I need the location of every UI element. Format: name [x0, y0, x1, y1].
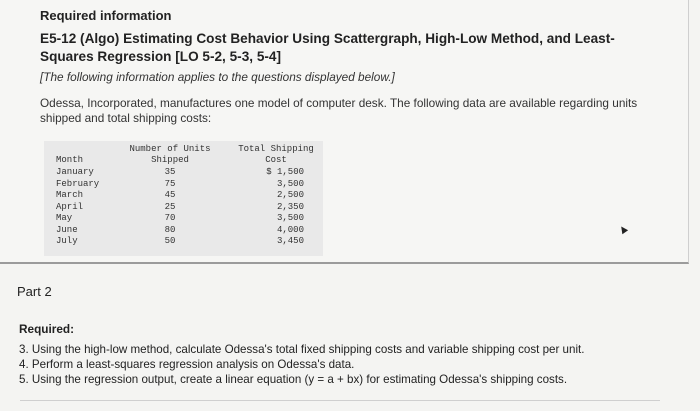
month-cell: May [56, 213, 73, 223]
month-cell: February [56, 178, 100, 189]
units-cell: 25 [164, 201, 176, 212]
divider [20, 400, 660, 401]
units-cell: 75 [164, 178, 176, 189]
exercise-title: E5-12 (Algo) Estimating Cost Behavior Us… [40, 31, 615, 64]
cost-header-line1: Total Shipping [238, 144, 314, 154]
shipping-data-table: Month Number of Units Shipped Total Ship… [44, 141, 323, 256]
units-cell: 70 [164, 213, 176, 223]
info-note: [The following information applies to th… [40, 70, 395, 84]
mouse-pointer-icon: ▲ [614, 219, 632, 239]
month-cell: January [56, 167, 94, 177]
cost-cell: 3,450 [276, 236, 304, 246]
cost-cell: 4,000 [276, 224, 304, 235]
cost-cell: 3,500 [276, 178, 304, 189]
question-item: 3. Using the high-low method, calculate … [19, 343, 585, 356]
required-information-panel: Required information E5-12 (Algo) Estima… [0, 0, 689, 264]
part-heading: Part 2 [17, 284, 52, 299]
units-cell: 35 [164, 167, 176, 177]
cost-cell: 2,350 [276, 201, 304, 212]
question-list: 3. Using the high-low method, calculate … [19, 342, 584, 387]
table-row: July 50 3,450 [44, 236, 323, 248]
question-item: 4. Perform a least-squares regression an… [19, 358, 355, 371]
problem-description: Odessa, Incorporated, manufactures one m… [40, 96, 638, 125]
table-body: January 35 $ 1,500 February 75 3,500 Mar… [44, 167, 323, 248]
question-item: 5. Using the regression output, create a… [19, 373, 568, 386]
table-row: February 75 3,500 [44, 179, 323, 191]
table-row: January 35 $ 1,500 [44, 167, 323, 179]
required-info-heading: Required information [40, 8, 172, 23]
cost-cell: $ 1,500 [266, 167, 304, 177]
table-row: May 70 3,500 [44, 213, 323, 225]
month-cell: June [56, 224, 78, 235]
table-row: March 45 2,500 [44, 190, 323, 202]
month-column-header: Month [56, 155, 84, 165]
units-header-line2: Shipped [151, 155, 189, 165]
units-column-header: Number of Units Shipped [126, 144, 214, 166]
units-cell: 80 [164, 224, 176, 235]
table-row: June 80 4,000 [44, 225, 323, 237]
units-header-line1: Number of Units [129, 144, 211, 154]
units-cell: 50 [164, 236, 176, 246]
month-cell: April [56, 201, 84, 212]
units-cell: 45 [164, 190, 176, 200]
cost-cell: 3,500 [276, 213, 304, 223]
required-heading: Required: [19, 322, 75, 336]
month-cell: March [56, 190, 84, 200]
month-cell: July [56, 236, 78, 246]
cost-header-line2: Cost [265, 155, 287, 165]
cost-cell: 2,500 [276, 190, 304, 200]
table-row: April 25 2,350 [44, 202, 323, 214]
cost-column-header: Total Shipping Cost [232, 144, 320, 166]
